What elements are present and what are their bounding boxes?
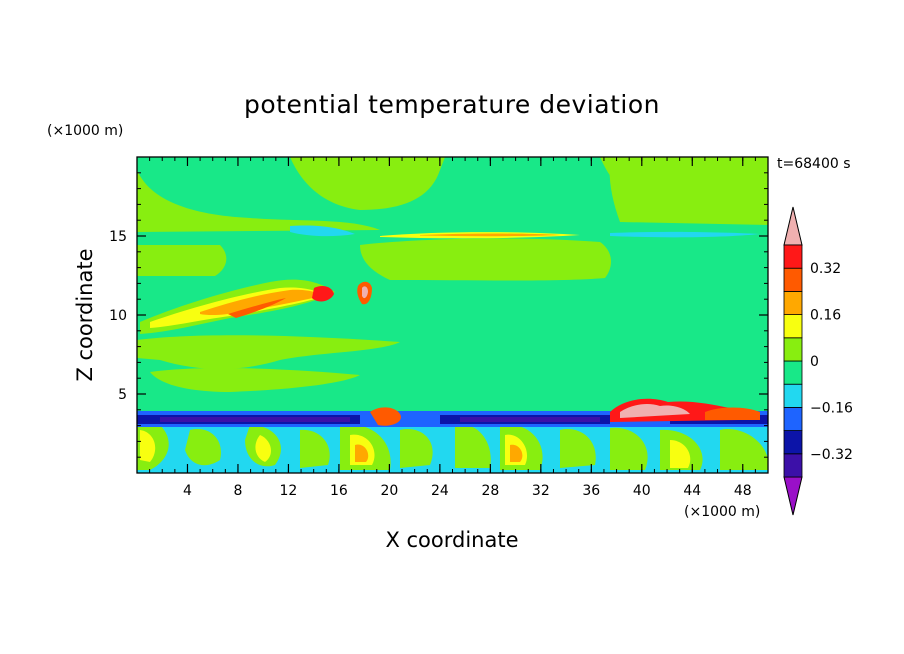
chart-title: potential temperature deviation [244,90,660,119]
colorbar-segment [783,290,803,315]
x-tick-label: 24 [431,483,449,499]
mid-green-layer [137,335,400,369]
colorbar-segment [783,406,803,431]
boundary-layer-green-cells [137,424,768,470]
colorbar-segment [783,430,803,455]
y-unit-label: (×1000 m) [47,123,123,139]
y-tick-label: 15 [109,229,127,245]
x-tick-label: 20 [380,483,398,499]
colorbar-segment [783,453,803,478]
colorbar-label: −0.32 [810,447,853,463]
x-tick-label: 40 [633,483,651,499]
x-axis-label: X coordinate [385,528,518,552]
colorbar-label: 0.16 [810,308,841,324]
x-tick-label: 32 [532,483,550,499]
orange-streak [420,233,560,237]
colorbar-segment [783,267,803,292]
x-tick-label: 4 [183,483,192,499]
colorbar-segment [783,360,803,385]
x-tick-label: 36 [582,483,600,499]
warm-patch-20km [370,407,401,426]
colorbar-label: −0.16 [810,400,853,416]
y-tick-label: 5 [118,387,127,403]
warm-blob-red [312,286,334,302]
colorbar-segment [783,314,803,339]
colorbar-segment [783,383,803,408]
x-unit-label: (×1000 m) [684,504,760,520]
colorbar-overflow-high [783,206,803,246]
colorbar-overflow-low [783,476,803,516]
warm-patch-38-44-core [620,404,690,418]
y-tick-label: 10 [109,308,127,324]
colorbar-segment [783,337,803,362]
colorbar-segment [783,244,803,269]
cyan-streak-right [610,231,760,238]
mid-green-layer-2 [150,368,360,392]
x-tick-label: 12 [280,483,298,499]
warm-tower-core [362,286,368,299]
contour-field [137,157,768,473]
warm-filament-orange [200,289,322,316]
time-label: t=68400 s [777,156,851,172]
warm-patch-46 [705,407,760,420]
y-axis-ticks: 5 10 15 [109,172,768,458]
colorbar-label: 0.32 [810,261,841,277]
upper-green-band [137,170,380,232]
x-tick-label: 28 [481,483,499,499]
mid-green-shoulder [360,238,612,281]
warm-filament-red [228,298,286,318]
cyan-streak-left [290,225,355,237]
x-tick-label: 44 [683,483,701,499]
right-green-band [609,157,768,225]
colorbar-label: 0 [810,354,819,370]
colorbar: −0.32 −0.16 0 0.16 0.32 [783,206,853,516]
y-axis-label: Z coordinate [73,248,97,381]
x-tick-label: 48 [734,483,752,499]
left-green-lobe [137,245,227,276]
x-axis-ticks: 4 8 12 16 20 24 28 32 36 40 44 48 [149,157,756,499]
x-tick-label: 8 [233,483,242,499]
inversion-core [160,417,600,422]
x-tick-label: 16 [330,483,348,499]
